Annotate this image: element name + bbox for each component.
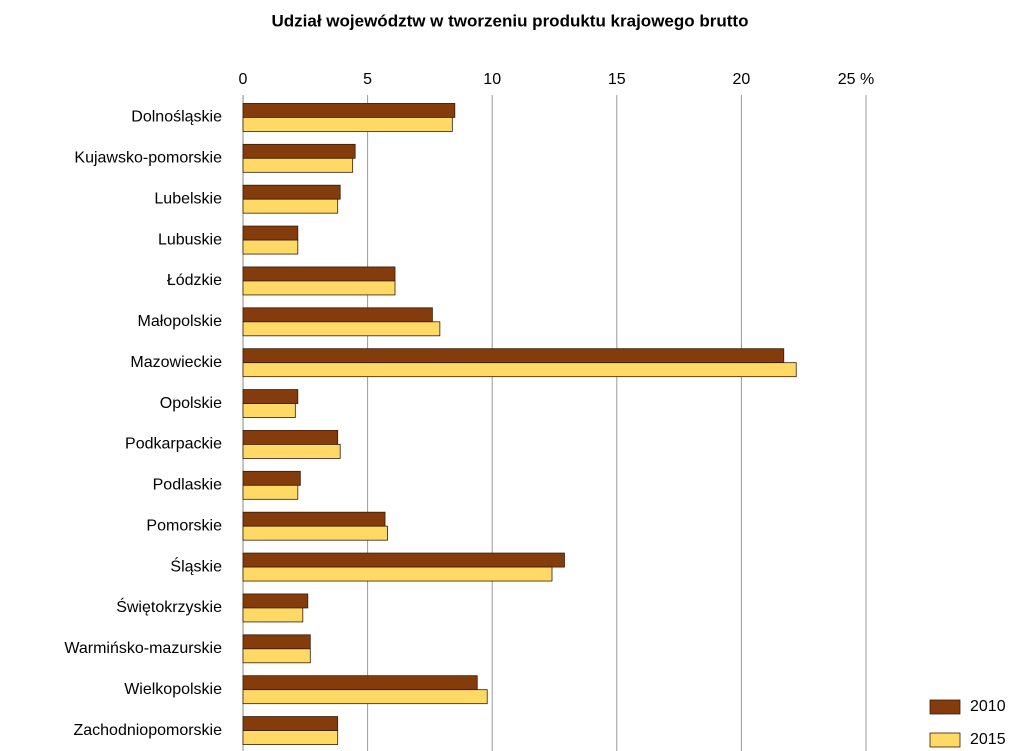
y-tick-label: Świętokrzyskie: [116, 597, 222, 616]
y-tick-label: Opolskie: [160, 395, 222, 412]
y-tick-label: Lubuskie: [158, 231, 222, 248]
bar: [242, 593, 309, 609]
y-tick-label: Zachodniopomorskie: [73, 722, 222, 739]
bar: [242, 730, 339, 745]
y-tick-label: Warmińsko-mazurskie: [64, 640, 222, 657]
y-tick-label: Podlaskie: [153, 477, 222, 494]
bar: [242, 430, 339, 445]
bar: [242, 689, 488, 705]
y-tick-label: Podkarpackie: [125, 436, 222, 453]
bar: [242, 157, 354, 173]
bar: [242, 716, 339, 731]
y-tick-label: Wielkopolskie: [124, 681, 222, 698]
bar: [242, 470, 301, 486]
x-tick-label: 5: [363, 71, 372, 88]
x-tick-label: 15: [608, 71, 626, 88]
bar: [242, 675, 478, 691]
bar: [242, 552, 565, 568]
bar: [242, 143, 356, 159]
bar: [242, 389, 299, 404]
bar: [242, 117, 453, 132]
bar: [242, 403, 296, 418]
legend-swatch: [929, 732, 961, 748]
x-tick-label: 20: [733, 71, 751, 88]
bar: [242, 280, 396, 296]
bar: [242, 348, 785, 364]
bar: [242, 307, 433, 323]
y-tick-label: Śląskie: [170, 556, 222, 575]
chart-title: Udział województw w tworzeniu produktu k…: [272, 11, 749, 30]
y-tick-label: Mazowieckie: [130, 354, 222, 371]
legend-label: 2010: [970, 698, 1006, 715]
x-tick-label: 0: [239, 71, 248, 88]
x-tick-label: 25 %: [838, 71, 874, 88]
bar: [242, 444, 341, 459]
bar: [242, 634, 311, 650]
bar: [242, 225, 299, 241]
y-tick-label: Kujawsko-pomorskie: [74, 150, 222, 167]
bar: [242, 566, 553, 582]
legend-swatch: [929, 699, 961, 715]
x-tick-label: 10: [483, 71, 501, 88]
legend-label: 2015: [970, 731, 1006, 748]
bar: [242, 103, 456, 118]
y-tick-label: Małopolskie: [138, 313, 223, 330]
bar: [242, 184, 341, 200]
bar: [242, 239, 299, 255]
y-tick-label: Lubelskie: [154, 190, 222, 207]
bar: [242, 525, 388, 541]
bar: [242, 607, 304, 623]
bar: [242, 321, 441, 337]
bar: [242, 484, 299, 500]
y-tick-label: Łódzkie: [167, 272, 222, 289]
bar: [242, 198, 339, 214]
bar: [242, 266, 396, 282]
bar: [242, 648, 311, 664]
y-tick-label: Pomorskie: [146, 517, 222, 534]
y-tick-label: Dolnośląskie: [131, 109, 222, 126]
bar: [242, 362, 797, 378]
bar: [242, 511, 386, 527]
